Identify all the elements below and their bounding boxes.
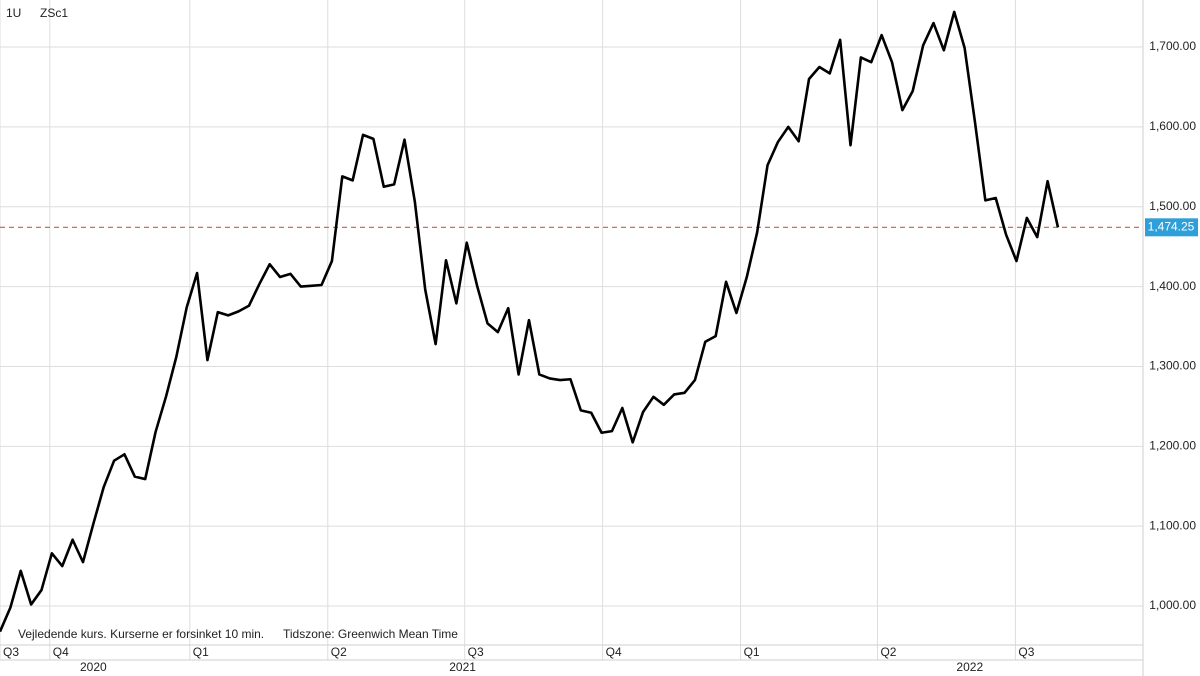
y-tick-label: 1,600.00 xyxy=(1149,119,1196,133)
x-tick-label: Q2 xyxy=(331,645,347,659)
y-tick-label: 1,500.00 xyxy=(1149,199,1196,213)
y-tick-label: 1,200.00 xyxy=(1149,438,1196,452)
y-tick-label: 1,700.00 xyxy=(1149,39,1196,53)
interval: 1U xyxy=(6,6,21,20)
y-tick-label: 1,300.00 xyxy=(1149,359,1196,373)
x-tick-label: Q3 xyxy=(1018,645,1034,659)
year-label: 2022 xyxy=(956,660,983,674)
price-label: 1,474.25 xyxy=(1148,219,1195,233)
y-tick-label: 1,000.00 xyxy=(1149,598,1196,612)
year-label: 2021 xyxy=(449,660,476,674)
price-label-box xyxy=(1145,218,1198,237)
symbol: ZSc1 xyxy=(40,6,68,20)
x-tick-label: Q1 xyxy=(193,645,209,659)
year-label: 2020 xyxy=(80,660,107,674)
x-tick-label: Q4 xyxy=(606,645,622,659)
y-tick-label: 1,400.00 xyxy=(1149,279,1196,293)
x-tick-label: Q3 xyxy=(468,645,484,659)
x-tick-label: Q1 xyxy=(744,645,760,659)
grid xyxy=(0,0,1143,660)
note: Vejledende kurs. Kurserne er forsinket 1… xyxy=(18,627,264,641)
x-tick-label: Q3 xyxy=(3,645,19,659)
price-line xyxy=(0,10,1060,633)
x-tick-label: Q4 xyxy=(53,645,69,659)
note: Tidszone: Greenwich Mean Time xyxy=(283,627,458,641)
x-tick-label: Q2 xyxy=(880,645,896,659)
y-tick-label: 1,100.00 xyxy=(1149,518,1196,532)
